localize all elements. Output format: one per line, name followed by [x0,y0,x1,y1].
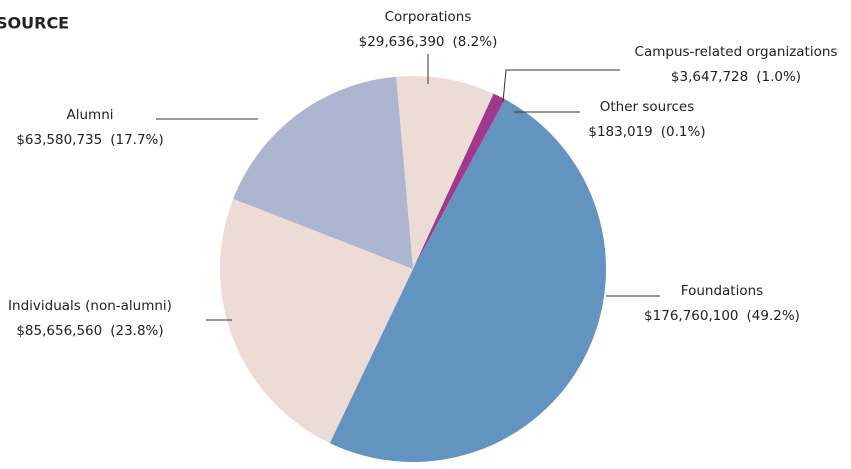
slice-label: Alumni [67,107,114,123]
percent-label: (49.2%) [747,308,800,324]
chart-title: SOURCE [0,14,69,33]
percent-label: (1.0%) [756,69,801,85]
pie-slice [329,99,606,462]
slice-label: Corporations [385,9,472,25]
amount-label: $3,647,728 [671,69,748,85]
pie-slice [220,198,413,444]
slice-label: Other sources [600,99,695,115]
percent-label: (0.1%) [661,124,706,140]
amount-label: $85,656,560 [16,323,102,339]
pie-slice [233,76,413,269]
amount-label: $29,636,390 [359,34,445,50]
slice-label: Individuals (non-alumni) [8,298,172,314]
pie-slice [396,76,494,269]
slice-value: $85,656,560 (23.8%) [16,323,163,339]
pie-slice [413,93,505,269]
slice-value: $29,636,390 (8.2%) [359,34,498,50]
percent-label: (8.2%) [453,34,498,50]
slice-label: Campus-related organizations [635,44,838,60]
slice-value: $63,580,735 (17.7%) [16,132,163,148]
slice-value: $3,647,728 (1.0%) [671,69,801,85]
amount-label: $63,580,735 [16,132,102,148]
slice-value: $183,019 (0.1%) [588,124,705,140]
slice-label: Foundations [681,283,763,299]
amount-label: $183,019 [588,124,652,140]
amount-label: $176,760,100 [644,308,738,324]
leader-line [502,69,620,103]
percent-label: (17.7%) [110,132,163,148]
pie-slice [413,99,506,269]
percent-label: (23.8%) [110,323,163,339]
slice-value: $176,760,100 (49.2%) [644,308,800,324]
